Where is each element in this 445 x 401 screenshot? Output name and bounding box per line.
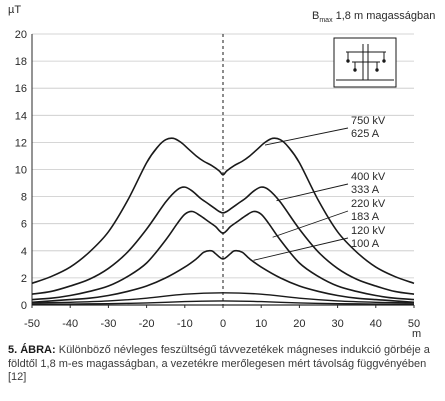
series-lines	[31, 137, 415, 306]
series-line	[31, 186, 415, 295]
x-tick-label: -20	[139, 318, 155, 330]
series-label: 183 A	[351, 211, 380, 223]
y-axis-unit: µT	[8, 4, 21, 16]
x-tick-label: 50	[408, 318, 420, 330]
x-tick-label: 40	[370, 318, 382, 330]
chart-title-subscript: max	[319, 17, 333, 24]
axes: 0 2 4 6 8 10 12 14 16 18 20 -50 -40 -30 -20 -10 0 10 20 30 4…	[15, 29, 420, 330]
series-label: 400 kV	[351, 171, 386, 183]
series-label: 333 A	[351, 184, 380, 196]
chart-title: Bmax 1,8 m magasságban	[312, 10, 435, 24]
y-tick-label: 20	[15, 29, 27, 41]
x-tick-label: -30	[100, 318, 116, 330]
x-tick-label: 10	[255, 318, 267, 330]
series-label: 625 A	[351, 128, 380, 140]
chart-title-rest: 1,8 m magasságban	[333, 10, 436, 22]
y-tick-label: 18	[15, 56, 27, 68]
y-tick-label: 12	[15, 137, 27, 149]
series-line	[31, 210, 415, 301]
x-tick-label: -50	[24, 318, 40, 330]
figure-caption-text: Különböző névleges feszültségű távvezeté…	[8, 344, 430, 383]
y-tick-label: 10	[15, 165, 27, 177]
series-label-leader	[253, 237, 349, 261]
series-label: 120 kV	[351, 225, 386, 237]
chart-title-symbol: B	[312, 10, 319, 22]
chart-area: 0 2 4 6 8 10 12 14 16 18 20 -50 -40 -30 -20 -10 0 10 20 30 4…	[8, 4, 435, 340]
y-tick-label: 2	[21, 273, 27, 285]
baseline-curve	[31, 300, 415, 306]
series-label-leader	[276, 183, 349, 202]
series-line	[31, 249, 415, 304]
y-tick-label: 8	[21, 192, 27, 204]
x-tick-label: 20	[293, 318, 305, 330]
y-tick-label: 6	[21, 219, 27, 231]
y-tick-label: 0	[21, 300, 27, 312]
x-tick-label: 0	[220, 318, 226, 330]
x-tick-label: -10	[177, 318, 193, 330]
y-tick-label: 14	[15, 110, 27, 122]
series-label-leader	[272, 210, 349, 238]
series-label: 220 kV	[351, 198, 386, 210]
series-label: 750 kV	[351, 115, 386, 127]
figure-caption: 5. ÁBRA: Különböző névleges feszültségű …	[8, 344, 438, 385]
x-tick-label: 30	[331, 318, 343, 330]
x-axis-unit: m	[412, 328, 421, 340]
svg-text:Bmax 1,8 m magasságban: Bmax 1,8 m magasságban	[312, 10, 435, 24]
series-label: 100 A	[351, 238, 380, 250]
y-tick-label: 16	[15, 83, 27, 95]
power-line-tower-icon	[333, 37, 397, 88]
figure-caption-label: 5. ÁBRA:	[8, 344, 56, 356]
x-tick-label: -40	[62, 318, 78, 330]
y-tick-label: 4	[21, 246, 27, 258]
series-label-leader	[264, 127, 349, 146]
baseline-curve	[31, 292, 415, 304]
series-line	[31, 137, 415, 285]
